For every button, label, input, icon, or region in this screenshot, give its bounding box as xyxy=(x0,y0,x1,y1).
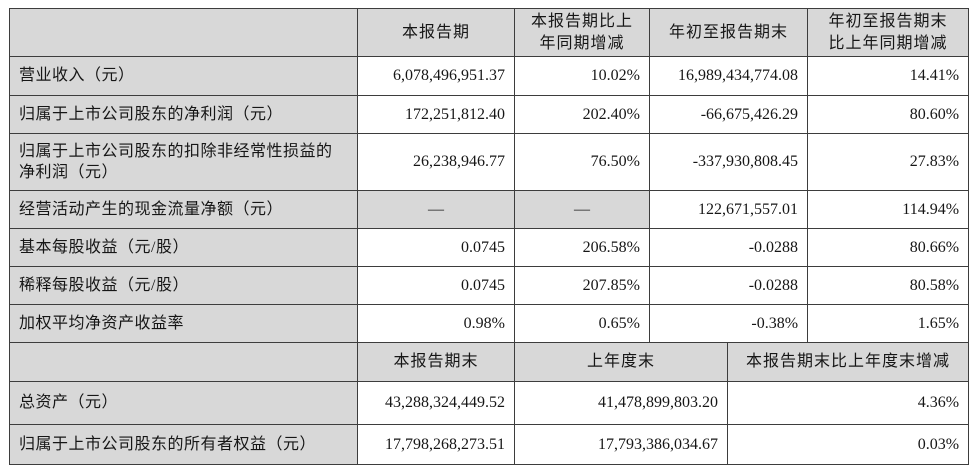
metric-label-cell: 基本每股收益（元/股） xyxy=(9,228,358,268)
corner-cell xyxy=(9,7,358,58)
value-cell: 17,798,268,273.51 xyxy=(357,424,515,465)
value-cell: 0.0745 xyxy=(357,266,515,306)
value-cell: 4.36% xyxy=(726,381,970,426)
value-cell: 80.60% xyxy=(807,95,970,135)
column-header-prior-year-end: 上年度末 xyxy=(514,342,728,383)
value-cell: 16,989,434,774.08 xyxy=(648,56,809,97)
value-cell: -0.38% xyxy=(648,304,809,344)
column-header-period-end: 本报告期末 xyxy=(357,342,515,383)
table-row-net-profit-excl-nonrecurring: 归属于上市公司股东的扣除非经常性损益的净利润（元） 26,238,946.77 … xyxy=(9,133,970,192)
section1-header-row: 本报告期 本报告期比上 年同期增减 年初至报告期末 年初至报告期末 比上年同期增… xyxy=(9,7,970,58)
value-cell: 41,478,899,803.20 xyxy=(514,381,728,426)
metric-label-cell: 经营活动产生的现金流量净额（元） xyxy=(9,190,358,230)
value-cell: 80.66% xyxy=(807,228,970,268)
table-row-basic-eps: 基本每股收益（元/股） 0.0745 206.58% -0.0288 80.66… xyxy=(9,228,970,268)
value-cell: 0.98% xyxy=(357,304,515,344)
column-header-period-end-vs-prior: 本报告期末比上年度末增减 xyxy=(726,342,970,383)
value-cell: -337,930,808.45 xyxy=(648,133,809,192)
value-cell: 0.03% xyxy=(726,424,970,465)
value-cell: 122,671,557.01 xyxy=(648,190,809,230)
value-cell: 43,288,324,449.52 xyxy=(357,381,515,426)
table-row-shareholders-equity: 归属于上市公司股东的所有者权益（元） 17,798,268,273.51 17,… xyxy=(9,424,970,465)
table-row-operating-cash-flow: 经营活动产生的现金流量净额（元） — — 122,671,557.01 114.… xyxy=(9,190,970,230)
value-cell: -66,675,426.29 xyxy=(648,95,809,135)
value-cell: 14.41% xyxy=(807,56,970,97)
value-cell: 0.65% xyxy=(514,304,650,344)
value-cell: 10.02% xyxy=(514,56,650,97)
value-cell: 207.85% xyxy=(514,266,650,306)
metric-label-cell: 归属于上市公司股东的扣除非经常性损益的净利润（元） xyxy=(9,133,358,192)
value-cell-na: — xyxy=(357,190,515,230)
column-header-current-period-yoy: 本报告期比上 年同期增减 xyxy=(514,7,650,58)
value-cell: 172,251,812.40 xyxy=(357,95,515,135)
table-row-net-profit: 归属于上市公司股东的净利润（元） 172,251,812.40 202.40% … xyxy=(9,95,970,135)
section2-header-row: 本报告期末 上年度末 本报告期末比上年度末增减 xyxy=(9,342,970,383)
metric-label-cell: 总资产（元） xyxy=(9,381,358,426)
value-cell: 26,238,946.77 xyxy=(357,133,515,192)
value-cell: 202.40% xyxy=(514,95,650,135)
metric-label-cell: 加权平均净资产收益率 xyxy=(9,304,358,344)
corner-cell xyxy=(9,342,358,383)
table-row-operating-revenue: 营业收入（元） 6,078,496,951.37 10.02% 16,989,4… xyxy=(9,56,970,97)
value-cell: 206.58% xyxy=(514,228,650,268)
value-cell: 114.94% xyxy=(807,190,970,230)
table-row-total-assets: 总资产（元） 43,288,324,449.52 41,478,899,803.… xyxy=(9,381,970,426)
value-cell: 27.83% xyxy=(807,133,970,192)
value-cell: 17,793,386,034.67 xyxy=(514,424,728,465)
value-cell: 76.50% xyxy=(514,133,650,192)
value-cell: -0.0288 xyxy=(648,266,809,306)
column-header-current-period: 本报告期 xyxy=(357,7,515,58)
metric-label-cell: 稀释每股收益（元/股） xyxy=(9,266,358,306)
value-cell: 6,078,496,951.37 xyxy=(357,56,515,97)
value-cell: -0.0288 xyxy=(648,228,809,268)
value-cell-na: — xyxy=(514,190,650,230)
value-cell: 1.65% xyxy=(807,304,970,344)
table-row-weighted-avg-roe: 加权平均净资产收益率 0.98% 0.65% -0.38% 1.65% xyxy=(9,304,970,344)
metric-label-cell: 营业收入（元） xyxy=(9,56,358,97)
metric-label-cell: 归属于上市公司股东的所有者权益（元） xyxy=(9,424,358,465)
column-header-ytd: 年初至报告期末 xyxy=(648,7,809,58)
column-header-ytd-yoy: 年初至报告期末 比上年同期增减 xyxy=(807,7,970,58)
financial-summary-table: 本报告期 本报告期比上 年同期增减 年初至报告期末 年初至报告期末 比上年同期增… xyxy=(9,7,970,465)
table-row-diluted-eps: 稀释每股收益（元/股） 0.0745 207.85% -0.0288 80.58… xyxy=(9,266,970,306)
value-cell: 0.0745 xyxy=(357,228,515,268)
value-cell: 80.58% xyxy=(807,266,970,306)
metric-label-cell: 归属于上市公司股东的净利润（元） xyxy=(9,95,358,135)
